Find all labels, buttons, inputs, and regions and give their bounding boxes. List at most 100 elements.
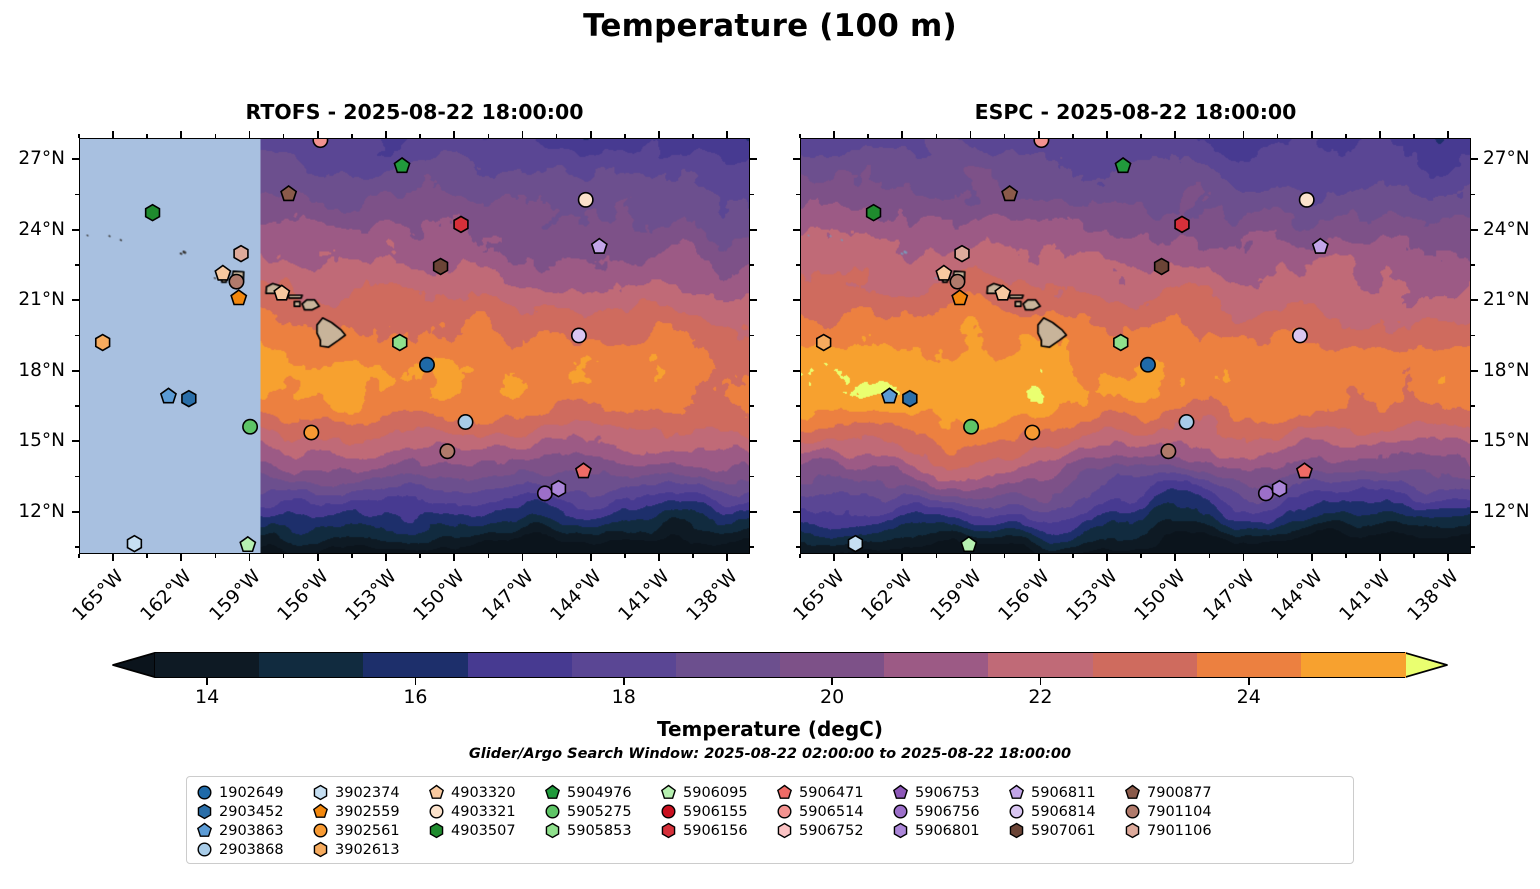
float-marker[interactable] bbox=[1153, 257, 1170, 276]
legend-entry[interactable]: 3902561 bbox=[311, 821, 427, 840]
float-marker[interactable] bbox=[126, 534, 143, 553]
colorbar-segment bbox=[780, 652, 885, 678]
float-marker[interactable] bbox=[1114, 156, 1132, 174]
float-marker[interactable] bbox=[181, 389, 197, 408]
legend-entry[interactable]: 2903868 bbox=[195, 840, 311, 859]
float-marker[interactable] bbox=[902, 389, 918, 408]
float-marker[interactable] bbox=[550, 479, 567, 498]
float-marker[interactable] bbox=[815, 333, 832, 352]
float-marker[interactable] bbox=[392, 333, 408, 352]
legend-entry[interactable]: 2903452 bbox=[195, 802, 311, 821]
legend-entry[interactable]: 4903507 bbox=[427, 821, 543, 840]
float-marker[interactable] bbox=[94, 333, 111, 352]
float-marker[interactable] bbox=[847, 534, 864, 553]
float-marker[interactable] bbox=[159, 387, 177, 404]
float-marker[interactable] bbox=[865, 203, 882, 222]
lat-tick-major bbox=[72, 299, 79, 302]
legend-entry[interactable]: 5906752 bbox=[775, 821, 891, 840]
float-marker[interactable] bbox=[230, 289, 248, 306]
float-marker[interactable] bbox=[1291, 327, 1308, 344]
float-marker[interactable] bbox=[951, 289, 969, 306]
legend-entry[interactable]: 5906756 bbox=[891, 802, 1007, 821]
float-marker[interactable] bbox=[960, 535, 978, 553]
legend-entry[interactable]: 1902649 bbox=[195, 783, 311, 802]
float-marker[interactable] bbox=[239, 535, 257, 553]
legend-entry[interactable]: 5906156 bbox=[659, 821, 775, 840]
float-marker[interactable] bbox=[570, 327, 587, 344]
map-panel-rtofs[interactable] bbox=[79, 138, 750, 554]
lat-tick-label: 15°N bbox=[1483, 430, 1530, 452]
legend-entry[interactable]: 5906801 bbox=[891, 821, 1007, 840]
float-marker[interactable] bbox=[273, 284, 291, 301]
float-marker[interactable] bbox=[453, 215, 469, 234]
float-marker[interactable] bbox=[1139, 356, 1156, 373]
float-marker[interactable] bbox=[963, 418, 980, 435]
legend-entry[interactable]: 5906814 bbox=[1007, 802, 1123, 821]
float-marker[interactable] bbox=[574, 462, 592, 479]
float-marker[interactable] bbox=[1271, 479, 1288, 498]
float-marker[interactable] bbox=[577, 191, 594, 208]
lat-tick-major bbox=[793, 228, 800, 231]
float-marker[interactable] bbox=[439, 443, 456, 460]
float-marker[interactable] bbox=[1295, 462, 1313, 479]
float-marker[interactable] bbox=[1113, 333, 1129, 352]
legend-entry[interactable]: 7900877 bbox=[1123, 783, 1239, 802]
legend-entry[interactable]: 4903321 bbox=[427, 802, 543, 821]
float-marker[interactable] bbox=[457, 414, 474, 430]
float-marker[interactable] bbox=[1257, 485, 1274, 502]
float-marker[interactable] bbox=[418, 356, 435, 373]
float-marker[interactable] bbox=[536, 485, 553, 502]
legend-entry[interactable]: 5906155 bbox=[659, 802, 775, 821]
legend-entry[interactable]: 5906811 bbox=[1007, 783, 1123, 802]
float-marker[interactable] bbox=[1178, 414, 1195, 430]
legend-entry[interactable]: 3902559 bbox=[311, 802, 427, 821]
float-marker[interactable] bbox=[1001, 185, 1019, 202]
lat-tick-minor bbox=[1471, 264, 1475, 266]
legend-entry[interactable]: 3902613 bbox=[311, 840, 427, 859]
float-marker[interactable] bbox=[935, 264, 953, 281]
lat-tick-major bbox=[1471, 369, 1478, 372]
float-marker[interactable] bbox=[1024, 424, 1041, 441]
float-marker[interactable] bbox=[144, 203, 161, 222]
legend-entry[interactable]: 2903863 bbox=[195, 821, 311, 840]
float-marker[interactable] bbox=[1298, 191, 1315, 208]
float-marker[interactable] bbox=[280, 185, 298, 202]
map-panel-espc[interactable] bbox=[800, 138, 1471, 554]
float-marker[interactable] bbox=[1311, 237, 1329, 254]
legend-entry[interactable]: 5906514 bbox=[775, 802, 891, 821]
legend-grid: 1902649 2903452 2903863 2903868 bbox=[195, 783, 1355, 859]
lon-tick-major bbox=[521, 554, 524, 561]
legend-entry[interactable]: 5905275 bbox=[543, 802, 659, 821]
float-marker[interactable] bbox=[1160, 443, 1177, 460]
legend-entry[interactable]: 7901104 bbox=[1123, 802, 1239, 821]
float-marker[interactable] bbox=[994, 284, 1012, 301]
float-marker[interactable] bbox=[880, 387, 898, 404]
legend-entry[interactable]: 3902374 bbox=[311, 783, 427, 802]
float-marker[interactable] bbox=[1033, 139, 1050, 149]
legend-entry[interactable]: 5905853 bbox=[543, 821, 659, 840]
float-marker[interactable] bbox=[1174, 215, 1190, 234]
float-id-legend[interactable]: 1902649 2903452 2903863 2903868 bbox=[186, 776, 1354, 864]
lat-tick-major bbox=[72, 228, 79, 231]
legend-entry[interactable]: 4903320 bbox=[427, 783, 543, 802]
lat-tick-minor bbox=[750, 193, 754, 196]
legend-entry[interactable]: 5904976 bbox=[543, 783, 659, 802]
float-marker[interactable] bbox=[432, 257, 449, 276]
float-marker[interactable] bbox=[214, 264, 232, 281]
legend-entry[interactable]: 5906471 bbox=[775, 783, 891, 802]
float-marker[interactable] bbox=[303, 424, 320, 441]
legend-entry[interactable]: 5906095 bbox=[659, 783, 775, 802]
legend-entry[interactable]: 5907061 bbox=[1007, 821, 1123, 840]
legend-entry[interactable]: 7901106 bbox=[1123, 821, 1239, 840]
colorbar-segment bbox=[1196, 652, 1302, 678]
float-marker[interactable] bbox=[393, 156, 411, 174]
float-marker[interactable] bbox=[228, 273, 245, 290]
lon-tick-minor bbox=[1072, 554, 1074, 558]
float-marker[interactable] bbox=[233, 244, 249, 263]
float-marker[interactable] bbox=[954, 244, 970, 263]
float-marker[interactable] bbox=[312, 139, 329, 149]
float-marker[interactable] bbox=[242, 418, 259, 435]
float-marker[interactable] bbox=[949, 273, 966, 290]
legend-entry[interactable]: 5906753 bbox=[891, 783, 1007, 802]
float-marker[interactable] bbox=[590, 237, 608, 254]
